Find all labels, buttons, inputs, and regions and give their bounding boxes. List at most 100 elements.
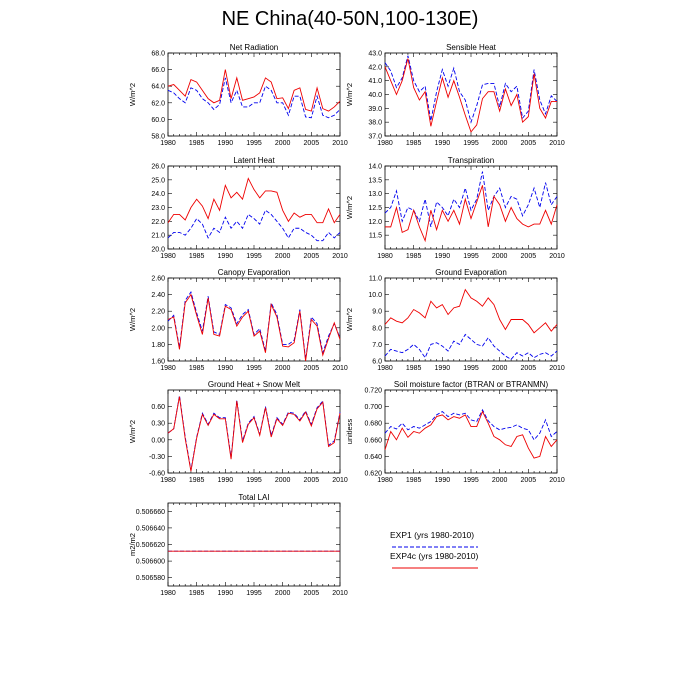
y-tick-label: 1.80	[151, 342, 165, 349]
chart-latent-heat: Latent Heat 1980 1985 1990 1995 2000 2005 2010 2…	[151, 156, 348, 260]
chart-title: Transpiration	[448, 156, 494, 165]
x-tick-label: 2010	[549, 365, 565, 372]
legend-label: EXP1 (yrs 1980-2010)	[390, 530, 474, 540]
x-tick-label: 1990	[435, 140, 451, 147]
plot-frame	[167, 165, 341, 250]
y-tick-label: 11.0	[369, 276, 382, 283]
y-tick-label: 60.0	[151, 117, 165, 124]
y-tick-label: 64.0	[151, 84, 165, 91]
x-tick-label: 2000	[275, 140, 291, 147]
series-line-exp1	[167, 291, 341, 360]
y-tick-label: 12.0	[368, 219, 382, 226]
y-tick-label: 7.0	[372, 342, 382, 349]
y-tick-label: 13.0	[368, 191, 382, 198]
x-tick-label: 1995	[246, 365, 262, 372]
x-tick-label: 2005	[521, 365, 537, 372]
x-tick-label: 2000	[492, 253, 508, 260]
y-tick-label: 23.0	[151, 205, 165, 212]
x-tick-label: 2005	[304, 477, 320, 484]
chart-title: Latent Heat	[233, 156, 275, 165]
series-line-exp4c	[384, 288, 558, 334]
y-tick-label: 2.00	[151, 325, 165, 332]
x-tick-label: 2010	[549, 253, 565, 260]
x-tick-label: 1980	[160, 477, 176, 484]
x-tick-label: 1990	[218, 365, 234, 372]
y-tick-label: 0.506660	[136, 509, 165, 516]
plot-frame	[167, 502, 341, 587]
y-axis-label: W/m^2	[128, 308, 137, 331]
y-tick-label: 38.0	[368, 120, 382, 127]
chart-title: Soil moisture factor (BTRAN or BTRANMN)	[394, 380, 549, 389]
x-tick-label: 1995	[463, 365, 479, 372]
x-tick-label: 2010	[332, 365, 348, 372]
x-tick-label: 2010	[332, 590, 348, 597]
x-tick-label: 2005	[304, 253, 320, 260]
x-tick-label: 1980	[160, 590, 176, 597]
y-tick-label: 20.0	[151, 247, 165, 254]
y-tick-label: 68.0	[151, 51, 165, 58]
y-tick-label: 0.30	[151, 421, 165, 428]
y-tick-label: 14.0	[368, 164, 382, 171]
series-line-exp1	[384, 171, 558, 227]
series-line-exp1	[167, 395, 341, 471]
y-tick-label: 0.60	[151, 404, 165, 411]
x-tick-label: 1995	[463, 140, 479, 147]
y-axis-label: W/m^2	[128, 420, 137, 443]
y-tick-label: 0.506580	[136, 575, 165, 582]
x-tick-label: 1980	[377, 140, 393, 147]
y-axis-label: m2/m2	[128, 533, 137, 556]
plot-frame	[167, 52, 341, 137]
chart-ground-heat-snow-melt: Ground Heat + Snow Melt W/m^2 1980 1985 1990…	[128, 380, 348, 484]
y-tick-label: 8.0	[372, 325, 382, 332]
y-tick-label: 21.0	[151, 233, 165, 240]
legend-label: EXP4c (yrs 1980-2010)	[390, 551, 479, 561]
chart-title: Canopy Evaporation	[218, 268, 291, 277]
chart-title: Ground Heat + Snow Melt	[208, 380, 301, 389]
x-tick-label: 2010	[332, 140, 348, 147]
x-tick-label: 1985	[189, 140, 205, 147]
x-tick-label: 1990	[218, 140, 234, 147]
x-tick-label: 2005	[304, 140, 320, 147]
x-tick-label: 1995	[246, 140, 262, 147]
y-tick-label: 37.0	[368, 134, 382, 141]
y-tick-label: 11.5	[369, 233, 382, 240]
series-line-exp1	[167, 209, 341, 242]
series-line-exp4c	[384, 410, 558, 459]
x-tick-label: 1990	[435, 253, 451, 260]
x-tick-label: 1990	[435, 477, 451, 484]
x-tick-label: 1995	[463, 253, 479, 260]
series-line-exp4c	[384, 58, 557, 133]
series-line-exp4c	[167, 69, 341, 112]
y-tick-label: 6.0	[372, 359, 382, 366]
x-tick-label: 1980	[160, 365, 176, 372]
chart-title: Total LAI	[238, 493, 269, 502]
x-tick-label: 1980	[160, 140, 176, 147]
x-tick-label: 1985	[189, 590, 205, 597]
x-tick-label: 1985	[189, 365, 205, 372]
x-tick-label: 2010	[549, 477, 565, 484]
series-line-exp4c	[167, 396, 341, 472]
x-tick-label: 2010	[332, 477, 348, 484]
plot-frame	[167, 277, 341, 362]
x-tick-label: 1995	[246, 477, 262, 484]
chart-net-radiation: Net Radiation W/m^2 1980 1985 1990 1995 2000 20…	[128, 43, 348, 147]
y-tick-label: 24.0	[151, 191, 165, 198]
y-tick-label: 0.620	[364, 471, 382, 478]
x-tick-label: 2005	[521, 477, 537, 484]
series-line-exp4c	[167, 177, 341, 224]
y-tick-label: 41.0	[368, 78, 382, 85]
x-tick-label: 1985	[406, 253, 422, 260]
y-axis-label: unitless	[345, 419, 354, 445]
x-tick-label: 2010	[549, 140, 565, 147]
y-tick-label: 25.0	[151, 177, 165, 184]
y-tick-label: 0.700	[364, 404, 382, 411]
series-line-exp4c	[167, 293, 341, 362]
series-line-exp1	[384, 333, 558, 360]
x-tick-label: 1990	[435, 365, 451, 372]
x-tick-label: 1980	[160, 253, 176, 260]
y-tick-label: 2.40	[151, 292, 165, 299]
series-line-exp1	[384, 55, 558, 124]
y-tick-label: 0.660	[364, 437, 382, 444]
y-tick-label: 66.0	[151, 67, 165, 74]
x-tick-label: 2000	[275, 477, 291, 484]
